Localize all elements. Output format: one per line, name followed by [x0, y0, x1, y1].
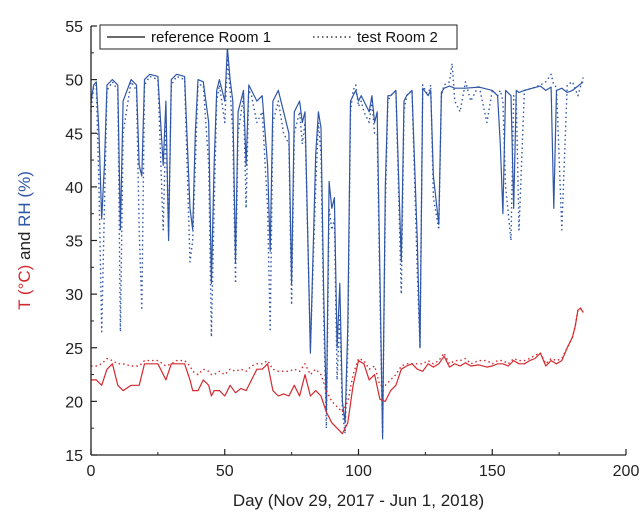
y-tick-label: 55: [65, 19, 83, 36]
x-tick-label: 0: [87, 463, 96, 480]
legend-box: [99, 24, 458, 50]
legend-label: reference Room 1: [151, 29, 271, 46]
x-tick-label: 150: [479, 463, 506, 480]
x-tick-label: 200: [613, 463, 640, 480]
y-axis-title-part: T (°C): [15, 265, 34, 310]
y-axis-title-part: and: [15, 227, 34, 265]
legend-label: test Room 2: [357, 29, 438, 46]
y-axis-title: T (°C) and RH (%): [15, 171, 34, 310]
series-line-t-reference: [91, 307, 584, 435]
series-layer: [90, 46, 584, 440]
y-tick-label: 30: [65, 287, 83, 304]
series-line-t-test: [91, 307, 584, 413]
y-tick-label: 35: [65, 234, 83, 251]
y-axis-title-part: RH: [15, 202, 34, 227]
legend: reference Room 1 test Room 2: [99, 24, 458, 50]
y-tick-label: 20: [65, 394, 83, 411]
axes-layer: 0 50 100 150 200 15 20 25 30 35 40 45 50 55 Day (Nov 2…: [15, 19, 639, 510]
y-tick-label: 15: [65, 448, 83, 465]
series-line-rh-test: [90, 57, 584, 435]
x-axis-title: Day (Nov 29, 2017 - Jun 1, 2018): [233, 491, 484, 510]
y-tick-label: 40: [65, 180, 83, 197]
y-axis-title-part: (%): [15, 171, 34, 202]
y-tick-label: 45: [65, 126, 83, 143]
series-line-rh-reference: [90, 46, 584, 440]
x-tick-label: 100: [345, 463, 372, 480]
y-tick-label: 25: [65, 341, 83, 358]
x-tick-label: 50: [216, 463, 234, 480]
y-tick-label: 50: [65, 73, 83, 90]
